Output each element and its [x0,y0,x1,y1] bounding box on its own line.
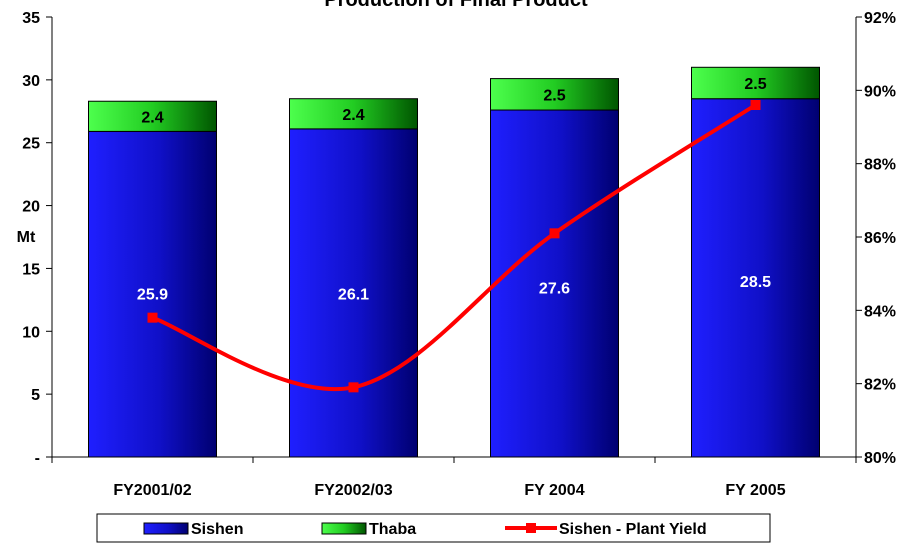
data-label-sishen: 28.5 [740,274,771,291]
legend-label-sishen: Sishen [191,521,243,538]
line-point-sishen-plant-yield [147,312,158,323]
legend-marker-sishen-plant-yield [526,523,536,533]
y2-tick-label: 86% [864,230,896,247]
line-sishen-plant-yield [151,103,757,391]
y2-tick-label: 84% [864,303,896,320]
plot-area: - 5 10 15 20 25 30 35 80% 82% 84% 86% 88% 90% 92% FY200… [22,10,896,499]
y-tick-label: 30 [22,73,40,90]
y-tick-label: 10 [22,324,40,341]
y-tick-label: 35 [22,10,40,27]
bar-thaba [490,78,619,111]
y-axis-label: Mt [17,229,36,246]
bar-sishen [691,98,820,458]
bar-thaba [289,98,418,130]
data-label-sishen: 26.1 [338,287,369,304]
legend-label-thaba: Thaba [369,521,416,538]
data-label-thaba: 2.4 [342,107,364,124]
bar-sishen [88,130,217,458]
line-point-sishen-plant-yield [549,228,560,239]
y-tick-label: 5 [31,387,40,404]
x-tick-label: FY2001/02 [113,482,191,499]
y2-tick-label: 80% [864,450,896,467]
x-tick-label: FY 2005 [725,482,785,499]
data-label-thaba: 2.4 [141,109,163,126]
x-tick-label: FY2002/03 [314,482,392,499]
legend-label-sishen-plant-yield: Sishen - Plant Yield [559,521,707,538]
y2-tick-label: 90% [864,83,896,100]
legend-box [96,513,771,543]
legend: Sishen Thaba Sishen - Plant Yield [96,513,771,543]
y2-tick-label: 92% [864,10,896,27]
data-label-thaba: 2.5 [543,87,565,104]
bar-thaba [691,66,820,100]
bar-sishen [490,109,619,458]
line-point-sishen-plant-yield [348,382,359,393]
y-tick-label: 20 [22,199,40,216]
data-label-sishen: 25.9 [137,287,168,304]
legend-swatch-sishen [143,522,189,535]
x-tick-label: FY 2004 [524,482,584,499]
y2-tick-label: 88% [864,157,896,174]
bar-thaba [88,100,217,132]
y-tick-label: - [35,450,40,467]
y-tick-label: 25 [22,136,40,153]
line-point-sishen-plant-yield [750,100,761,110]
y-tick-label: 15 [22,261,40,278]
data-label-thaba: 2.5 [744,76,766,93]
chart-title: Production of Final Product [324,0,588,11]
legend-swatch-thaba [321,522,367,535]
bar-sishen [289,128,418,458]
data-label-sishen: 27.6 [539,280,570,297]
y2-tick-label: 82% [864,377,896,394]
